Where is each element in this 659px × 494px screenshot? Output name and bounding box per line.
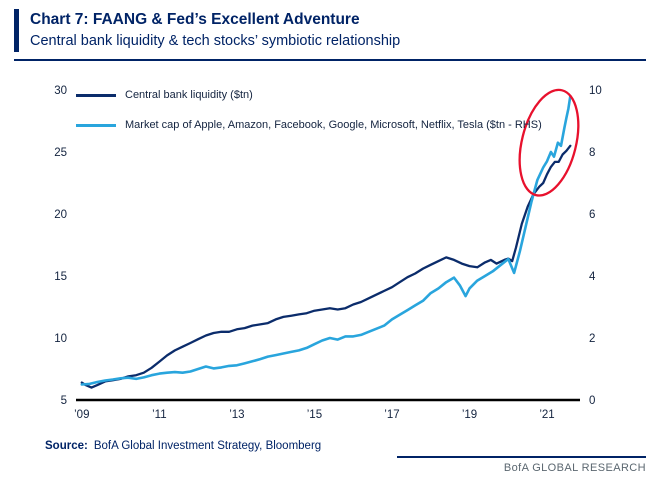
- x-axis-tick-label: ’17: [384, 409, 399, 421]
- x-axis-tick-label: ’19: [462, 409, 477, 421]
- y-axis-right-tick-label: 8: [589, 147, 595, 159]
- source-label: Source:: [45, 440, 88, 452]
- chart-plot: 5 10 15 20 25 30 0 2 4 6 8 10 ’09 ’11 ’13 ’15 ’17 ’19 ’21: [54, 85, 602, 421]
- chart-area: 5 10 15 20 25 30 0 2 4 6 8 10’09’11’13’15’17’19’21 …: [0, 62, 659, 424]
- y-axis-left-tick-label: 25: [54, 147, 67, 159]
- y-axis-right-tick-label: 2: [589, 333, 595, 345]
- navy-line-swatch: [76, 94, 116, 97]
- blue-line-swatch: [76, 124, 116, 127]
- x-axis-tick-label: ’15: [307, 409, 322, 421]
- x-axis-tick-label: ’11: [152, 409, 167, 421]
- x-axis-tick-label: ’13: [229, 409, 244, 421]
- y-axis-left-tick-label: 15: [54, 271, 67, 283]
- y-axis-right-tick-label: 6: [589, 209, 595, 221]
- source-line: Source: BofA Global Investment Strategy, …: [45, 440, 321, 452]
- legend-label: Central bank liquidity ($tn): [125, 89, 253, 101]
- y-axis-left-tick-label: 10: [54, 333, 67, 345]
- y-axis-left-tick-label: 20: [54, 209, 67, 221]
- y-axis-left-tick-label: 5: [61, 395, 67, 407]
- x-axis-tick-label: ’21: [539, 409, 554, 421]
- chart-title: Chart 7: FAANG & Fed’s Excellent Adventu…: [30, 11, 360, 28]
- y-axis-right-tick-label: 10: [589, 85, 602, 97]
- legend-label: Market cap of Apple, Amazon, Facebook, G…: [125, 119, 542, 131]
- legend-item-faang-market-cap: Market cap of Apple, Amazon, Facebook, G…: [76, 118, 542, 133]
- chart-header: Chart 7: FAANG & Fed’s Excellent Adventu…: [14, 9, 646, 52]
- legend: Central bank liquidity ($tn) Market cap …: [76, 88, 542, 148]
- central-bank-liquidity-line: [80, 144, 572, 389]
- faang-market-cap-line: [80, 94, 572, 386]
- header-divider: [14, 59, 646, 61]
- source-text: BofA Global Investment Strategy, Bloombe…: [93, 440, 322, 452]
- legend-item-central-bank-liquidity: Central bank liquidity ($tn): [76, 88, 542, 103]
- y-axis-right-tick-label: 4: [589, 271, 596, 283]
- x-axis-tick-label: ’09: [74, 409, 89, 421]
- y-axis-right-tick-label: 0: [589, 395, 595, 407]
- y-axis-left-tick-label: 30: [54, 85, 67, 97]
- brand-footer: BofA GLOBAL RESEARCH: [397, 456, 646, 474]
- chart-subtitle: Central bank liquidity & tech stocks’ sy…: [30, 33, 401, 49]
- highlight-ellipse: [518, 88, 580, 197]
